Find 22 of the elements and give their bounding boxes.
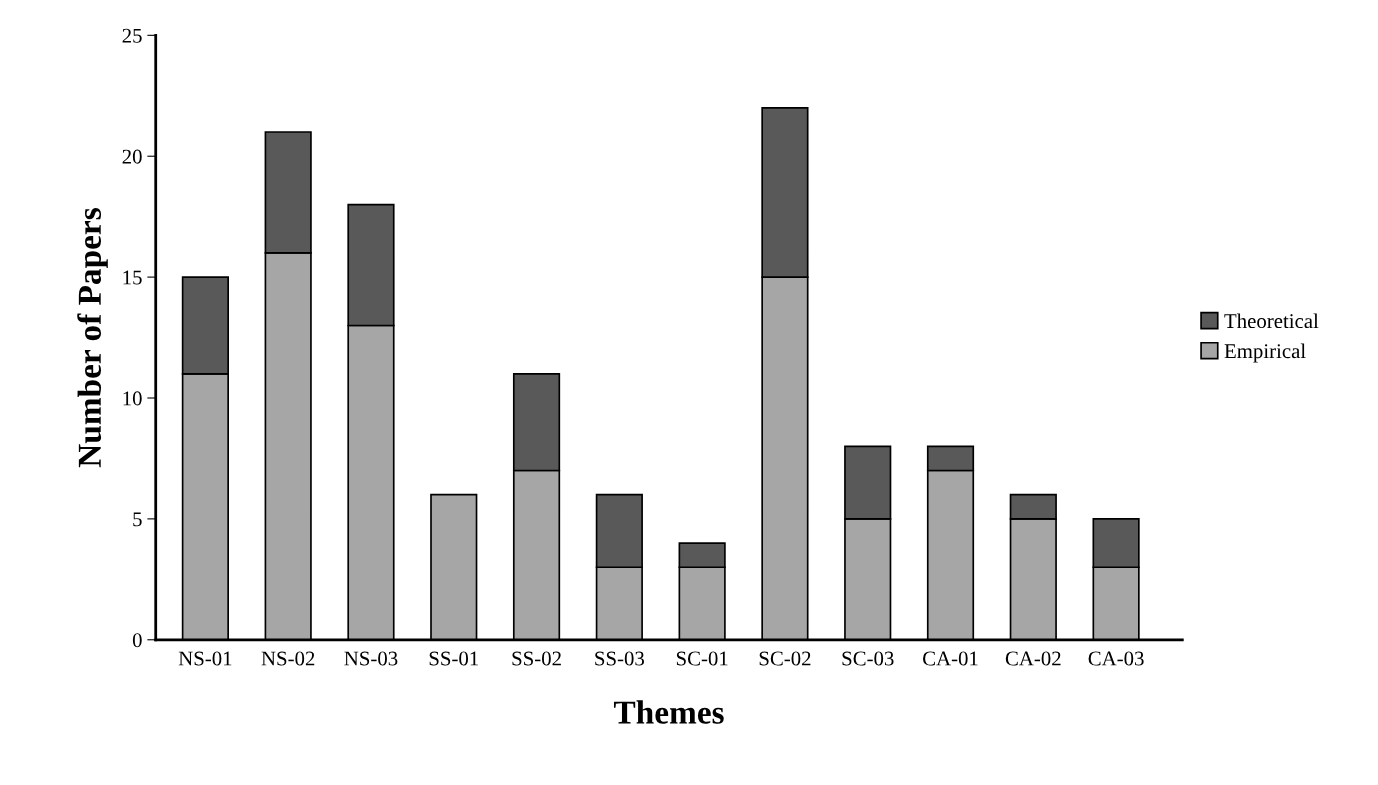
y-tick-label: 20 bbox=[122, 149, 142, 164]
y-tick-label: 25 bbox=[122, 28, 142, 43]
x-tick-label: SC-02 bbox=[759, 651, 811, 666]
legend-label: Empirical bbox=[1224, 343, 1306, 363]
x-tick-label: NS-03 bbox=[344, 651, 398, 666]
x-tick-label: CA-03 bbox=[1088, 651, 1144, 666]
x-tick-label: SC-03 bbox=[842, 651, 894, 666]
y-tick-label: 0 bbox=[132, 633, 142, 648]
x-tick-label: SS-01 bbox=[429, 651, 478, 666]
y-axis-title: Number of Papers bbox=[77, 208, 108, 468]
y-tick-label: 15 bbox=[123, 270, 142, 285]
legend-label: Theoretical bbox=[1224, 313, 1319, 329]
y-tick-label: 10 bbox=[123, 391, 142, 406]
x-tick-label: CA-01 bbox=[923, 651, 978, 666]
y-tick-label: 5 bbox=[133, 512, 142, 527]
x-axis-title: Themes bbox=[613, 700, 724, 724]
x-tick-label: NS-01 bbox=[178, 651, 232, 666]
x-tick-label: SS-02 bbox=[512, 651, 561, 666]
x-tick-label: CA-02 bbox=[1005, 651, 1061, 666]
x-tick-label: SS-03 bbox=[595, 651, 644, 666]
x-tick-label: SC-01 bbox=[676, 651, 728, 666]
x-tick-label: NS-02 bbox=[261, 651, 315, 666]
